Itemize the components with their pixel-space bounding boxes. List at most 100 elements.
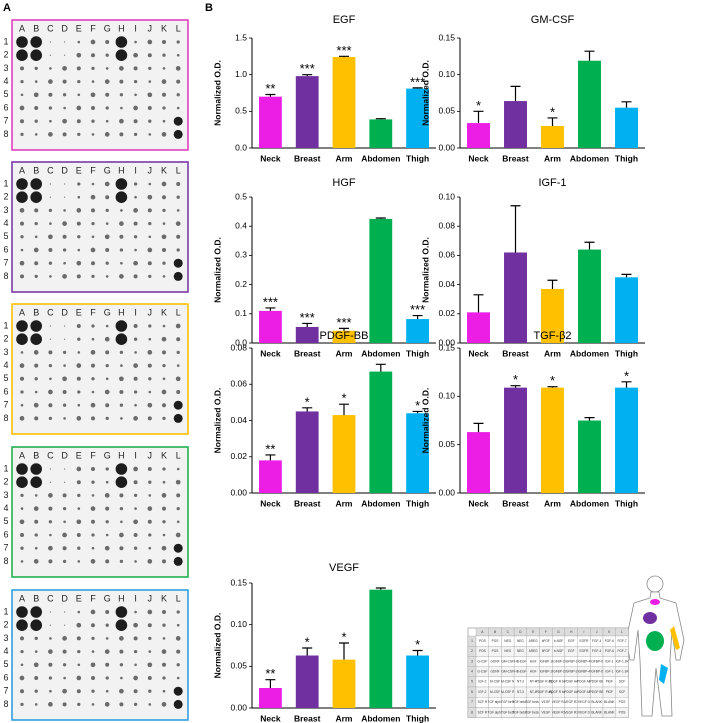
blot-spot (63, 417, 66, 420)
blot-spot (48, 79, 53, 84)
blot-spot (49, 222, 52, 225)
map-cell-text: PDGF R beta (549, 690, 568, 694)
map-cell-text: BLANK (604, 700, 615, 704)
blot-spot (134, 351, 137, 354)
blot-spot (176, 79, 181, 84)
blot-row-label: 7 (3, 400, 8, 410)
blot-spot (133, 689, 138, 694)
blot-spot (33, 350, 39, 355)
blot-spot (91, 80, 95, 83)
blot-column-label: L (176, 593, 181, 603)
blot-spot (176, 93, 180, 97)
blot-spot (91, 182, 95, 186)
x-tick-label: Arm (335, 348, 352, 358)
bar (504, 252, 527, 343)
blot-column-label: D (61, 307, 68, 317)
blot-spot (119, 248, 124, 252)
blot-spot (34, 221, 38, 226)
blot-spot (62, 663, 67, 667)
blot-spot (19, 416, 25, 421)
blot-spot (148, 182, 152, 186)
error-bar (375, 217, 386, 219)
blot-spot (148, 689, 152, 693)
bar (332, 659, 356, 708)
chart-title: EGF (333, 14, 356, 26)
blot-spot (133, 702, 138, 707)
blot-spot (133, 376, 138, 381)
blot-spot (162, 377, 166, 381)
blot-spot (34, 636, 38, 641)
blot-spot (119, 390, 124, 394)
blot-spot (119, 350, 124, 355)
blot-spot (161, 132, 167, 137)
blot-spot (91, 261, 95, 266)
blot-column-label: L (176, 307, 181, 317)
blot-spot (76, 622, 82, 628)
x-tick-label: Thigh (615, 498, 638, 508)
blot-spot (76, 260, 82, 266)
blot-spot (133, 675, 138, 681)
blot-spot (62, 636, 67, 641)
map-cell-text: GM-CSF (501, 670, 514, 674)
blot-spot (91, 363, 95, 368)
blot-spot (148, 650, 152, 653)
blot-column-label: C (47, 307, 54, 317)
blot-column-label: H (118, 450, 125, 460)
blot-spot (173, 556, 183, 566)
blot-spot (34, 66, 38, 71)
map-column-label: B (494, 630, 496, 634)
blot-spot (147, 208, 152, 213)
blot-spot (64, 624, 66, 626)
blot-spot (105, 208, 109, 213)
blot-spot (91, 467, 95, 471)
map-cell-text: POS (492, 639, 499, 643)
blot-spot (49, 689, 52, 693)
blot-spot (176, 623, 180, 627)
blot-spot (33, 662, 39, 668)
blot-spot (105, 506, 110, 511)
blot-row-label: 2 (3, 334, 8, 344)
blot-spot (76, 66, 81, 71)
map-row-label: 5 (471, 680, 473, 684)
blot-spot (91, 208, 95, 213)
blot-spot (104, 545, 110, 551)
blot-spot (105, 222, 109, 225)
blot-spot (148, 377, 152, 381)
blot-spot (176, 53, 180, 57)
blot-row-label: 2 (3, 620, 8, 630)
map-cell-text: AREG (529, 649, 539, 653)
bar (615, 277, 638, 343)
chart-title: IGF-1 (538, 177, 566, 189)
error-bar (375, 587, 386, 590)
blot-spot (119, 702, 124, 707)
blot-spot (30, 619, 42, 631)
blot-column-label: L (176, 450, 181, 460)
blot-spot (49, 468, 52, 470)
blot-spot (161, 79, 167, 84)
bar (578, 249, 601, 343)
y-tick-label: 0.4 (235, 220, 247, 230)
blot-spot (162, 92, 166, 97)
bar (332, 57, 356, 148)
y-tick-label: 0.10 (438, 191, 455, 201)
map-cell-text: NT-3 (517, 680, 524, 684)
blot-column-label: B (33, 593, 39, 603)
blot-column-label: J (148, 165, 153, 175)
blot-row-label: 4 (3, 218, 8, 228)
bar (578, 60, 601, 148)
blot-spot (162, 689, 166, 693)
blot-spot (19, 675, 25, 681)
y-tick-label: 1.0 (235, 69, 247, 79)
blot-spot (162, 610, 166, 614)
y-tick-label: 0.02 (438, 308, 455, 318)
blot-spot (20, 119, 24, 124)
blot-spot (90, 662, 96, 668)
blot-spot (162, 40, 166, 44)
map-column-label: G (557, 630, 560, 634)
blot-row-label: 8 (3, 271, 8, 281)
map-cell-text: HB-EGF (514, 670, 526, 674)
blot-spot (30, 178, 42, 190)
blot-spot (76, 480, 81, 485)
blot-spot (105, 363, 109, 368)
blot-spot (33, 559, 39, 564)
